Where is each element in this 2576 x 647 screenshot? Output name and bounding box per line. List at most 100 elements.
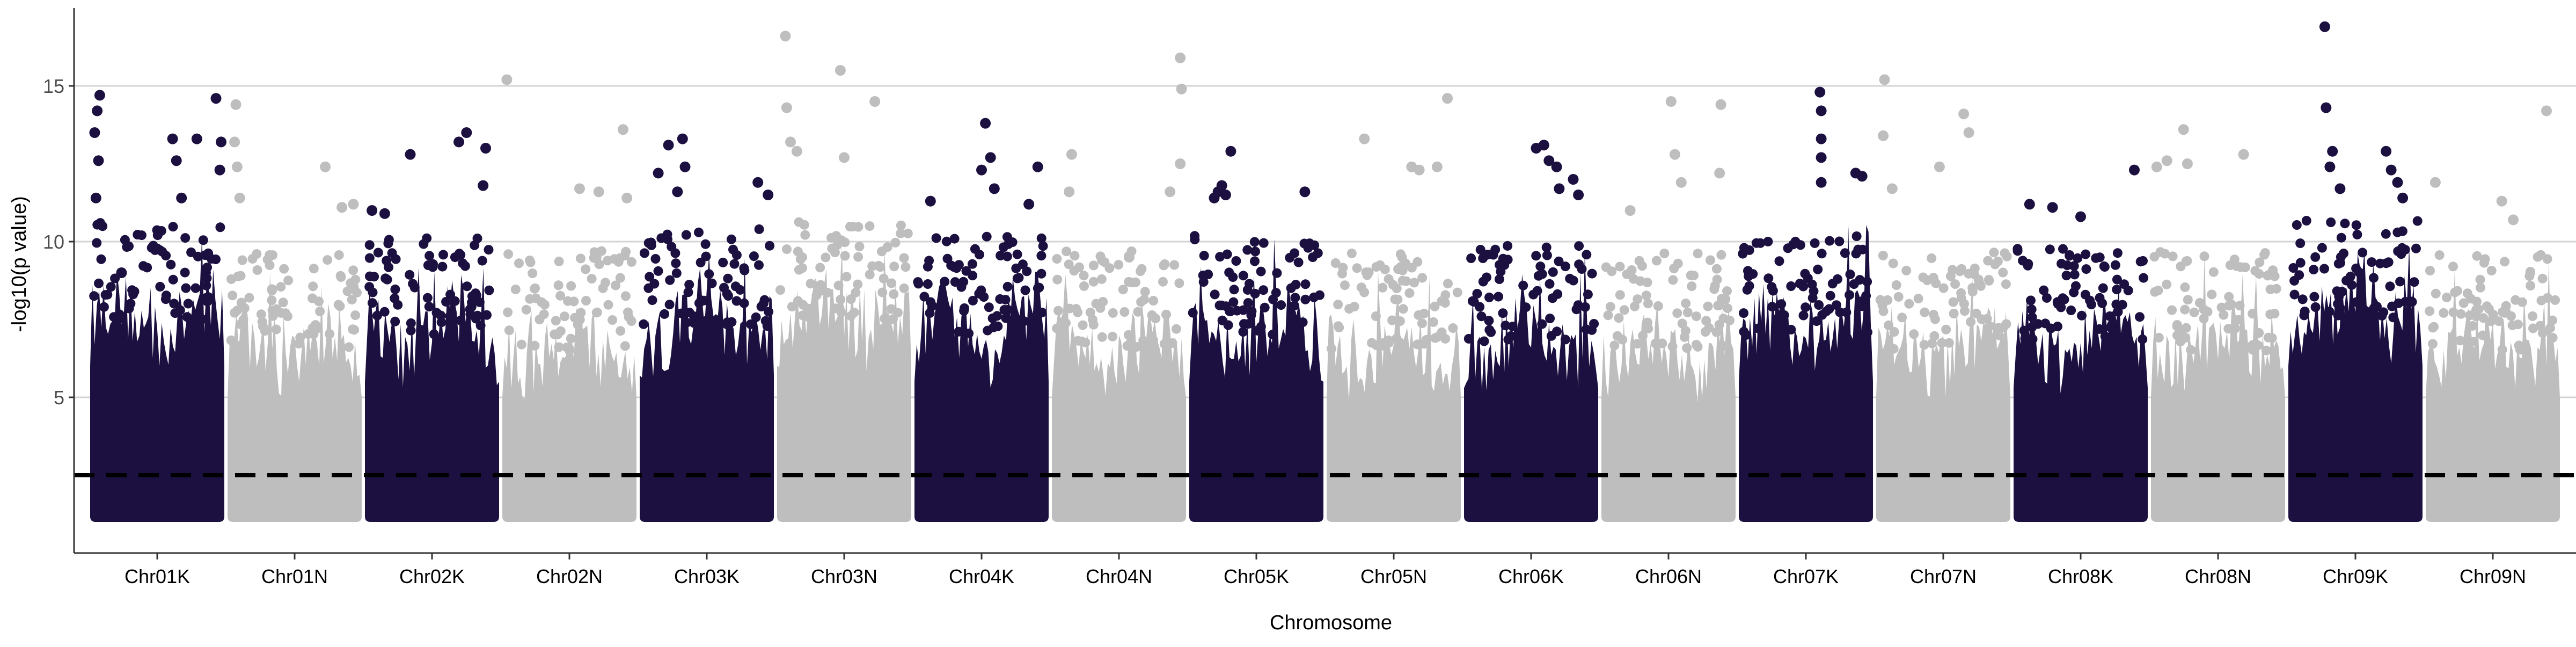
point-mass-chr02k	[365, 267, 499, 522]
data-point	[2548, 315, 2557, 325]
data-point	[1767, 302, 1777, 312]
data-point	[1974, 277, 1984, 287]
data-point	[1638, 331, 1648, 341]
peak-point	[1573, 190, 1584, 200]
data-point	[1098, 297, 1108, 307]
data-point	[2351, 220, 2361, 230]
data-point	[1333, 321, 1343, 331]
data-point	[2388, 312, 2398, 323]
data-point	[482, 310, 492, 320]
data-point	[1941, 324, 1951, 335]
data-point	[592, 307, 602, 317]
peak-point	[2182, 158, 2193, 169]
data-point	[2515, 345, 2525, 355]
data-point	[1831, 300, 1841, 310]
data-point	[1222, 249, 1232, 259]
data-point	[1966, 317, 1976, 327]
data-point	[2119, 279, 2129, 289]
data-point	[2411, 243, 2421, 253]
data-point	[335, 271, 346, 281]
data-point	[2289, 289, 2300, 300]
data-point	[1053, 306, 1063, 316]
data-point	[1985, 321, 1995, 331]
data-point	[1949, 309, 1959, 318]
data-point	[554, 342, 564, 352]
data-point	[1825, 236, 1835, 246]
data-point	[1651, 256, 1662, 266]
peak-point	[1551, 161, 1562, 172]
data-point	[555, 290, 566, 301]
data-point	[346, 278, 356, 288]
data-point	[1249, 237, 1260, 247]
data-point	[2098, 283, 2108, 293]
peak-point	[1538, 140, 1549, 151]
peak-point	[116, 267, 127, 278]
data-point	[2073, 253, 2083, 263]
point-mass-chr05n	[1327, 270, 1461, 522]
data-point	[2265, 284, 2275, 294]
data-point	[183, 299, 193, 309]
data-point	[1554, 256, 1564, 266]
data-point	[2472, 251, 2482, 261]
peak-point	[94, 90, 105, 101]
data-point	[1108, 308, 1118, 318]
data-point	[1615, 290, 1625, 300]
data-point	[1801, 302, 1811, 312]
peak-point	[1359, 133, 1370, 144]
data-point	[1286, 308, 1297, 318]
data-point	[2186, 345, 2196, 355]
data-point	[877, 287, 888, 297]
data-point	[589, 247, 599, 257]
data-point	[683, 287, 693, 297]
peak-point	[1554, 183, 1565, 194]
peak-point	[791, 146, 802, 157]
data-point	[1002, 281, 1013, 292]
data-point	[1011, 263, 1021, 273]
data-point	[436, 317, 447, 328]
data-point	[899, 283, 909, 293]
data-point	[1739, 243, 1749, 253]
data-point	[1003, 304, 1013, 315]
data-point	[138, 261, 149, 271]
data-point	[2351, 263, 2361, 273]
data-point	[964, 329, 974, 338]
data-point	[1788, 239, 1798, 250]
data-point	[815, 263, 825, 273]
data-point	[429, 329, 439, 339]
data-point	[1243, 298, 1253, 308]
data-point	[896, 228, 906, 238]
peak-point	[1431, 161, 1443, 172]
data-point	[1256, 322, 1266, 332]
data-point	[1565, 273, 1575, 283]
peak-point	[93, 155, 104, 166]
data-point	[166, 259, 176, 270]
data-point	[2172, 320, 2182, 330]
data-point	[390, 284, 400, 294]
data-point	[2500, 257, 2510, 267]
data-point	[1834, 236, 1845, 246]
peak-point	[210, 93, 222, 104]
data-point	[836, 294, 846, 304]
data-point	[1521, 302, 1531, 312]
data-point	[344, 342, 354, 352]
data-point	[2180, 282, 2190, 292]
data-point	[1506, 331, 1516, 341]
data-point	[1507, 322, 1518, 332]
data-point	[484, 245, 494, 255]
data-point	[1546, 331, 1556, 341]
data-point	[647, 295, 657, 306]
data-point	[422, 293, 433, 303]
data-point	[1927, 338, 1937, 348]
data-point	[1079, 271, 1089, 281]
data-point	[1989, 248, 1999, 258]
data-point	[2254, 328, 2264, 338]
peak-point	[785, 136, 796, 148]
data-point	[925, 308, 935, 318]
chromosome-band-chr01n	[226, 99, 362, 522]
data-point	[2528, 323, 2538, 333]
data-point	[804, 312, 814, 323]
data-point	[1036, 251, 1046, 261]
data-point	[2357, 307, 2367, 317]
data-point	[257, 317, 267, 327]
data-point	[2255, 257, 2265, 267]
